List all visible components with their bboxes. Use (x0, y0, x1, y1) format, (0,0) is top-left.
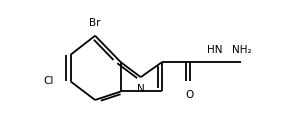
Text: Br: Br (89, 18, 101, 28)
Text: HN: HN (207, 44, 222, 55)
Text: Cl: Cl (44, 76, 54, 86)
Text: NH₂: NH₂ (232, 44, 251, 55)
Text: O: O (186, 90, 194, 100)
Text: N: N (137, 84, 145, 94)
